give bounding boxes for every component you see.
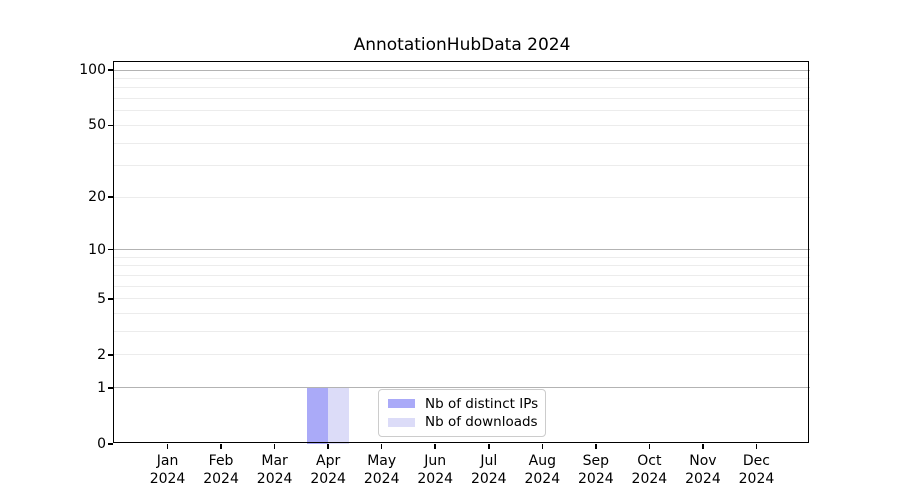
x-tick-label: May 2024 <box>346 452 418 488</box>
year-label: 2024 <box>149 471 186 488</box>
legend-item: Nb of distinct IPs <box>388 395 539 412</box>
plot-area <box>114 62 810 444</box>
year-label: 2024 <box>578 471 614 488</box>
y-tick <box>108 443 113 445</box>
gridline-minor <box>114 98 810 100</box>
year-label: 2024 <box>203 471 239 488</box>
bar-nb-of-downloads <box>328 387 350 444</box>
x-tick <box>541 444 544 449</box>
legend: Nb of distinct IPs Nb of downloads <box>378 389 546 437</box>
x-tick <box>380 444 383 449</box>
y-tick <box>108 124 113 127</box>
x-tick <box>595 444 597 449</box>
legend-swatch <box>388 417 415 427</box>
x-tick-label: Sep 2024 <box>560 452 632 488</box>
y-tick-label: 10 <box>88 241 106 258</box>
gridline-major <box>114 387 810 389</box>
month-label: Feb <box>208 453 234 469</box>
y-tick-label: 1 <box>97 379 106 396</box>
month-label: Oct <box>637 453 662 469</box>
x-tick-label: Oct 2024 <box>613 452 685 488</box>
gridline-major <box>114 249 810 251</box>
legend-swatch <box>388 399 415 409</box>
month-label: Dec <box>742 453 770 469</box>
x-tick-label: Apr 2024 <box>292 452 364 488</box>
gridline-major <box>114 69 810 71</box>
x-tick <box>434 444 437 449</box>
gridline-minor <box>114 124 810 126</box>
x-tick-label: Aug 2024 <box>506 452 578 488</box>
y-tick <box>108 297 113 300</box>
x-tick <box>702 444 704 449</box>
y-tick-label: 100 <box>79 62 106 78</box>
gridline-minor <box>114 285 810 287</box>
x-tick <box>166 444 169 449</box>
x-tick <box>327 444 329 449</box>
gridline-minor <box>114 274 810 276</box>
y-tick <box>108 354 113 356</box>
month-label: Apr <box>316 453 341 469</box>
year-label: 2024 <box>524 471 561 488</box>
x-tick <box>648 444 651 449</box>
x-tick-label: Dec 2024 <box>720 452 792 488</box>
month-label: May <box>367 453 397 469</box>
month-label: Aug <box>528 453 556 469</box>
year-label: 2024 <box>363 471 400 488</box>
x-tick <box>273 444 276 449</box>
bar-nb-of-distinct-ips <box>307 387 329 444</box>
x-tick-label: Nov 2024 <box>667 452 739 488</box>
year-label: 2024 <box>685 471 721 488</box>
y-tick-label: 50 <box>88 117 106 134</box>
month-label: Mar <box>261 453 288 469</box>
chart-title: AnnotationHubData 2024 <box>353 35 571 55</box>
x-tick-label: Jul 2024 <box>453 452 525 488</box>
month-label: Sep <box>582 453 610 469</box>
month-label: Jun <box>424 453 447 469</box>
legend-label: Nb of distinct IPs <box>425 395 539 412</box>
gridline-minor <box>114 354 810 356</box>
month-label: Nov <box>689 453 717 469</box>
gridline-minor <box>114 142 810 144</box>
y-tick <box>108 248 113 251</box>
gridline-minor <box>114 196 810 198</box>
x-tick-label: Mar 2024 <box>239 452 311 488</box>
y-tick-label: 5 <box>97 290 106 307</box>
gridline-minor <box>114 256 810 258</box>
year-label: 2024 <box>417 471 454 488</box>
x-tick <box>220 444 222 449</box>
x-tick-label: Jun 2024 <box>399 452 471 488</box>
year-label: 2024 <box>310 471 346 488</box>
gridline-minor <box>114 331 810 333</box>
gridline-minor <box>114 313 810 315</box>
x-tick <box>487 444 490 449</box>
gridline-minor <box>114 87 810 89</box>
x-tick-label: Jan 2024 <box>132 452 204 488</box>
legend-item: Nb of downloads <box>388 414 538 431</box>
gridline-minor <box>114 110 810 112</box>
y-tick <box>108 196 113 199</box>
y-tick <box>108 69 113 71</box>
gridline-minor <box>114 165 810 167</box>
gridline-minor <box>114 298 810 300</box>
y-tick-label: 20 <box>88 189 106 206</box>
year-label: 2024 <box>631 471 668 488</box>
legend-label: Nb of downloads <box>425 414 538 431</box>
year-label: 2024 <box>256 471 293 488</box>
year-label: 2024 <box>470 471 507 488</box>
month-label: Jan <box>156 453 179 469</box>
y-tick-label: 2 <box>97 346 106 363</box>
gridline-minor <box>114 265 810 267</box>
gridline-minor <box>114 77 810 79</box>
month-label: Jul <box>480 453 498 469</box>
y-tick <box>108 387 113 389</box>
x-tick-label: Feb 2024 <box>185 452 257 488</box>
year-label: 2024 <box>738 471 775 488</box>
y-tick-label: 0 <box>97 436 106 452</box>
x-tick <box>755 444 758 449</box>
